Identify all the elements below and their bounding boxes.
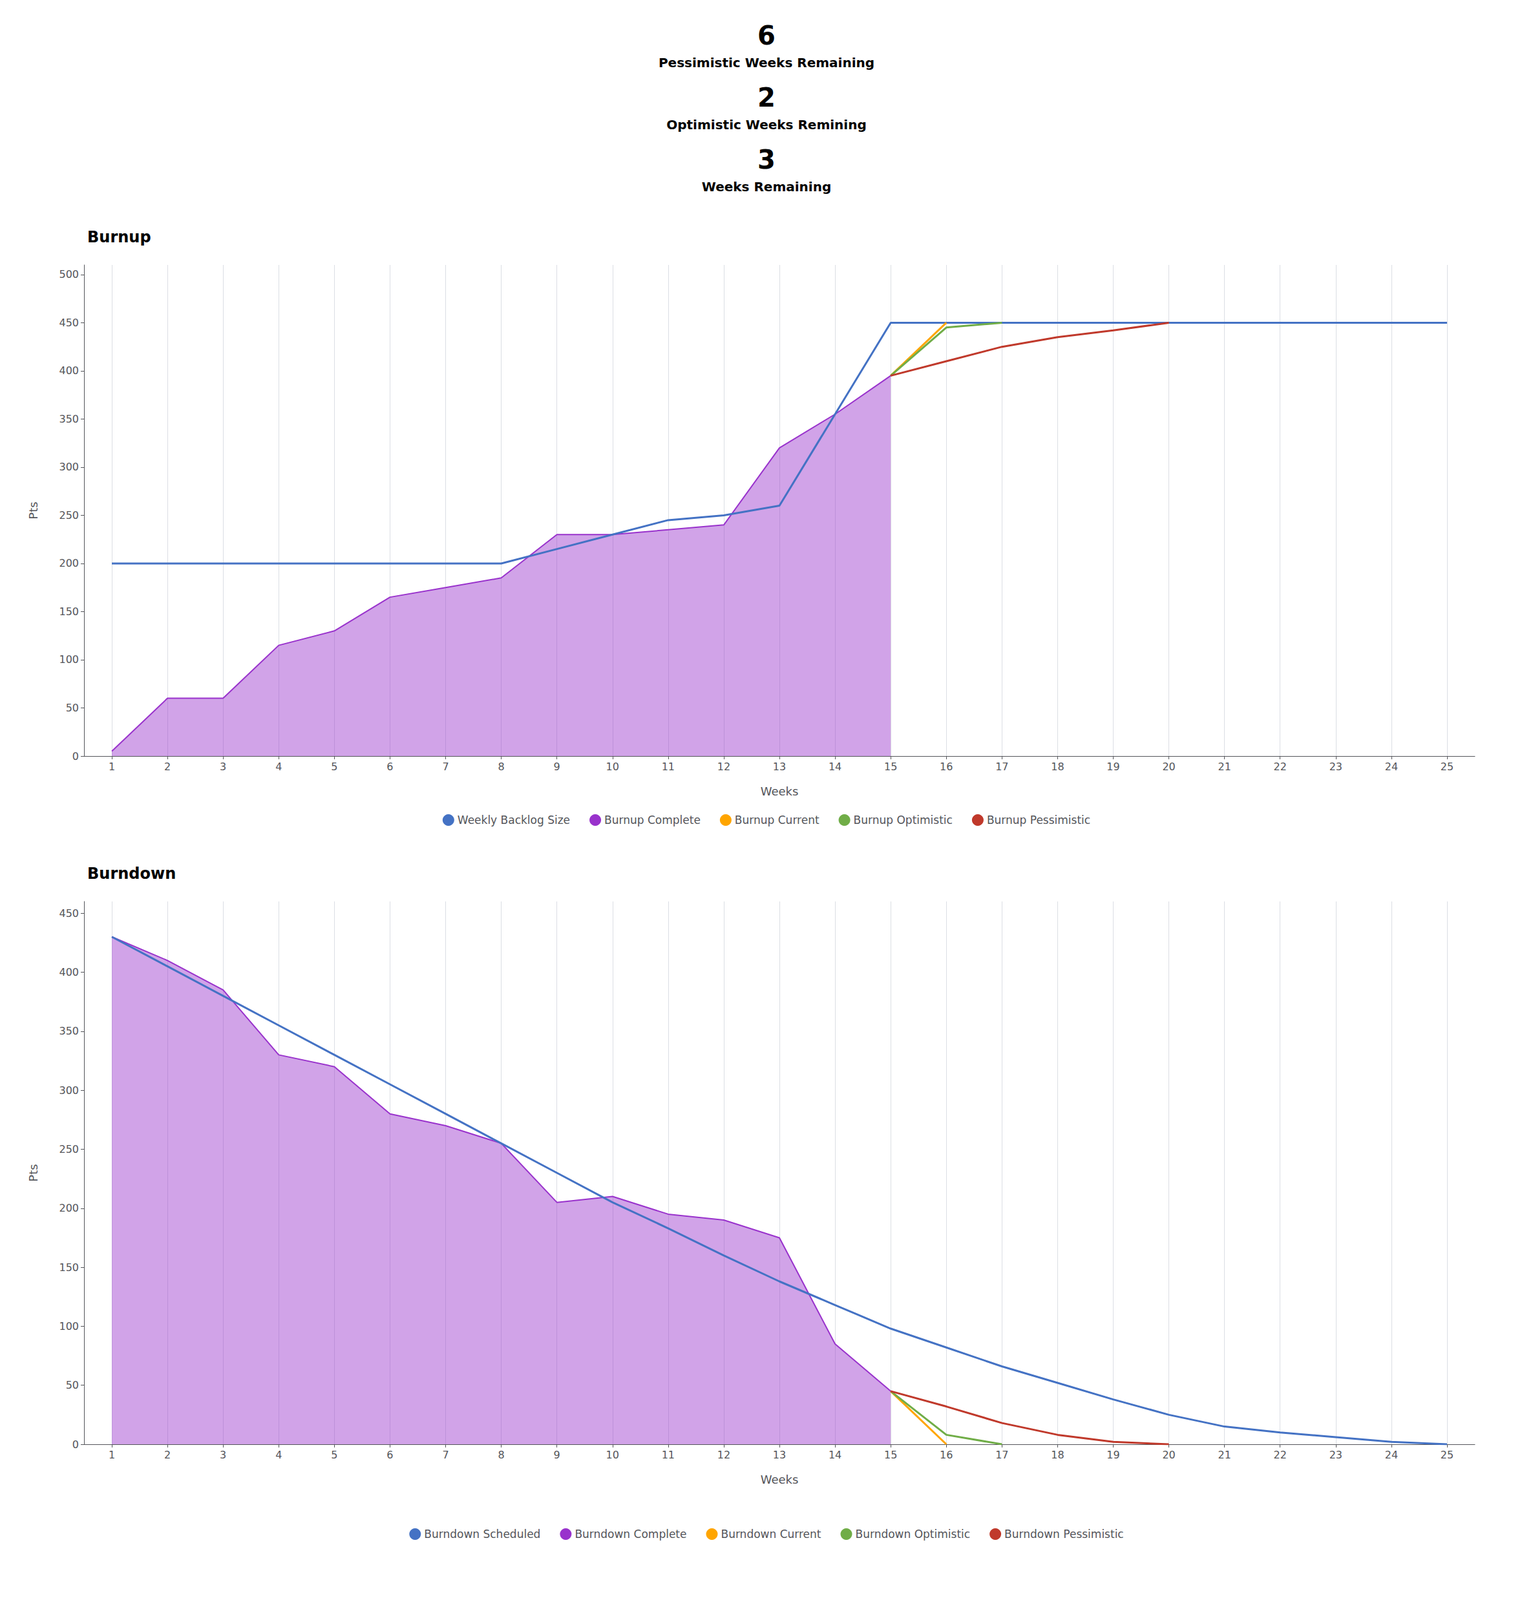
svg-text:9: 9 (553, 760, 561, 773)
svg-text:12: 12 (717, 1448, 731, 1462)
svg-text:Pessimistic Weeks Remaining: Pessimistic Weeks Remaining (658, 54, 875, 71)
svg-text:7: 7 (442, 760, 449, 773)
svg-text:4: 4 (275, 1448, 282, 1462)
svg-text:11: 11 (661, 760, 675, 773)
svg-text:15: 15 (884, 760, 898, 773)
svg-text:23: 23 (1329, 760, 1343, 773)
svg-text:13: 13 (772, 760, 786, 773)
svg-text:400: 400 (58, 966, 79, 979)
svg-text:16: 16 (939, 760, 953, 773)
svg-text:500: 500 (58, 268, 79, 281)
svg-text:9: 9 (553, 1448, 561, 1462)
svg-text:10: 10 (606, 760, 620, 773)
svg-text:8: 8 (498, 760, 505, 773)
svg-text:Burnup Complete: Burnup Complete (604, 813, 701, 827)
svg-text:Pts: Pts (26, 501, 41, 519)
svg-text:50: 50 (65, 701, 79, 715)
svg-text:10: 10 (606, 1448, 620, 1462)
svg-text:24: 24 (1384, 760, 1398, 773)
svg-text:Burndown: Burndown (87, 864, 176, 883)
svg-text:21: 21 (1217, 1448, 1231, 1462)
svg-text:11: 11 (661, 1448, 675, 1462)
svg-text:100: 100 (58, 1320, 79, 1333)
svg-text:150: 150 (58, 1261, 79, 1274)
svg-text:450: 450 (58, 907, 79, 920)
svg-text:21: 21 (1217, 760, 1231, 773)
svg-text:100: 100 (58, 653, 79, 666)
svg-text:2: 2 (757, 82, 776, 113)
svg-text:19: 19 (1106, 760, 1120, 773)
svg-text:150: 150 (58, 605, 79, 618)
svg-text:Burnup Current: Burnup Current (734, 813, 820, 827)
svg-text:1: 1 (108, 760, 116, 773)
svg-text:450: 450 (58, 316, 79, 329)
svg-text:8: 8 (498, 1448, 505, 1462)
svg-text:0: 0 (72, 750, 79, 763)
svg-text:6: 6 (386, 760, 393, 773)
svg-text:Burnup: Burnup (87, 228, 152, 247)
svg-text:2: 2 (164, 1448, 171, 1462)
svg-text:Burndown Scheduled: Burndown Scheduled (423, 1527, 541, 1541)
svg-text:Weeks: Weeks (760, 784, 799, 799)
svg-text:350: 350 (58, 412, 79, 426)
svg-text:Pts: Pts (26, 1163, 41, 1182)
svg-text:Weekly Backlog Size: Weekly Backlog Size (457, 813, 571, 827)
svg-text:14: 14 (828, 760, 842, 773)
svg-text:25: 25 (1440, 760, 1454, 773)
svg-text:1: 1 (108, 1448, 116, 1462)
svg-text:5: 5 (330, 760, 338, 773)
svg-text:6: 6 (386, 1448, 393, 1462)
svg-text:Weeks: Weeks (760, 1472, 799, 1487)
svg-text:Burndown Current: Burndown Current (720, 1527, 821, 1541)
svg-text:5: 5 (330, 1448, 338, 1462)
svg-text:14: 14 (828, 1448, 842, 1462)
svg-text:16: 16 (939, 1448, 953, 1462)
svg-text:20: 20 (1162, 760, 1175, 773)
svg-text:Burndown Pessimistic: Burndown Pessimistic (1004, 1527, 1124, 1541)
svg-text:4: 4 (275, 760, 282, 773)
svg-text:Burnup Optimistic: Burnup Optimistic (853, 813, 953, 827)
svg-text:350: 350 (58, 1025, 79, 1038)
svg-text:200: 200 (58, 557, 79, 570)
svg-text:17: 17 (995, 1448, 1009, 1462)
svg-text:0: 0 (72, 1438, 79, 1451)
svg-text:Burndown Complete: Burndown Complete (574, 1527, 687, 1541)
svg-text:Burndown Optimistic: Burndown Optimistic (855, 1527, 971, 1541)
svg-text:Optimistic Weeks Remining: Optimistic Weeks Remining (666, 116, 867, 133)
svg-text:20: 20 (1162, 1448, 1175, 1462)
svg-text:19: 19 (1106, 1448, 1120, 1462)
svg-text:300: 300 (58, 1084, 79, 1097)
svg-text:Burnup Pessimistic: Burnup Pessimistic (986, 813, 1091, 827)
svg-text:18: 18 (1050, 1448, 1064, 1462)
svg-text:250: 250 (58, 1143, 79, 1156)
svg-text:25: 25 (1440, 1448, 1454, 1462)
svg-text:3: 3 (757, 144, 776, 175)
svg-text:17: 17 (995, 760, 1009, 773)
svg-text:400: 400 (58, 364, 79, 377)
svg-text:7: 7 (442, 1448, 449, 1462)
svg-text:200: 200 (58, 1202, 79, 1215)
svg-text:300: 300 (58, 460, 79, 474)
svg-text:13: 13 (772, 1448, 786, 1462)
svg-text:50: 50 (65, 1379, 79, 1392)
svg-text:2: 2 (164, 760, 171, 773)
svg-text:23: 23 (1329, 1448, 1343, 1462)
svg-text:Weeks Remaining: Weeks Remaining (701, 179, 832, 195)
svg-text:24: 24 (1384, 1448, 1398, 1462)
svg-text:6: 6 (757, 20, 776, 51)
svg-text:15: 15 (884, 1448, 898, 1462)
svg-text:22: 22 (1273, 760, 1287, 773)
svg-text:18: 18 (1050, 760, 1064, 773)
svg-text:3: 3 (219, 1448, 227, 1462)
svg-text:3: 3 (219, 760, 227, 773)
svg-text:250: 250 (58, 509, 79, 522)
svg-text:12: 12 (717, 760, 731, 773)
svg-text:22: 22 (1273, 1448, 1287, 1462)
